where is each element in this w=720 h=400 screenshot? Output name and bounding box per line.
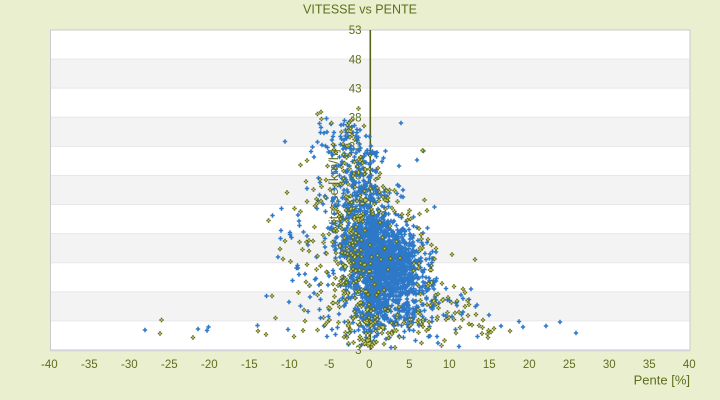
svg-text:20: 20 [523,359,536,371]
svg-text:43: 43 [349,83,362,95]
svg-text:3: 3 [355,316,361,328]
svg-text:10: 10 [443,359,456,371]
svg-text:35: 35 [643,359,656,371]
svg-text:-30: -30 [121,359,138,371]
svg-text:VITESSE vs PENTE: VITESSE vs PENTE [303,3,417,17]
svg-text:30: 30 [603,359,616,371]
svg-text:5: 5 [406,359,412,371]
svg-text:3: 3 [355,345,361,357]
svg-text:25: 25 [563,359,576,371]
svg-text:48: 48 [349,54,362,66]
svg-text:Vitesse [km/h]: Vitesse [km/h] [326,149,341,230]
svg-text:-25: -25 [161,359,178,371]
svg-text:-40: -40 [41,359,58,371]
svg-text:-10: -10 [281,359,298,371]
svg-text:53: 53 [349,25,362,37]
svg-text:-15: -15 [241,359,258,371]
svg-text:-5: -5 [324,359,334,371]
svg-text:15: 15 [483,359,496,371]
svg-text:Pente [%]: Pente [%] [634,373,690,388]
svg-text:40: 40 [683,359,696,371]
svg-text:-35: -35 [81,359,98,371]
svg-text:-20: -20 [201,359,218,371]
svg-text:0: 0 [366,359,372,371]
